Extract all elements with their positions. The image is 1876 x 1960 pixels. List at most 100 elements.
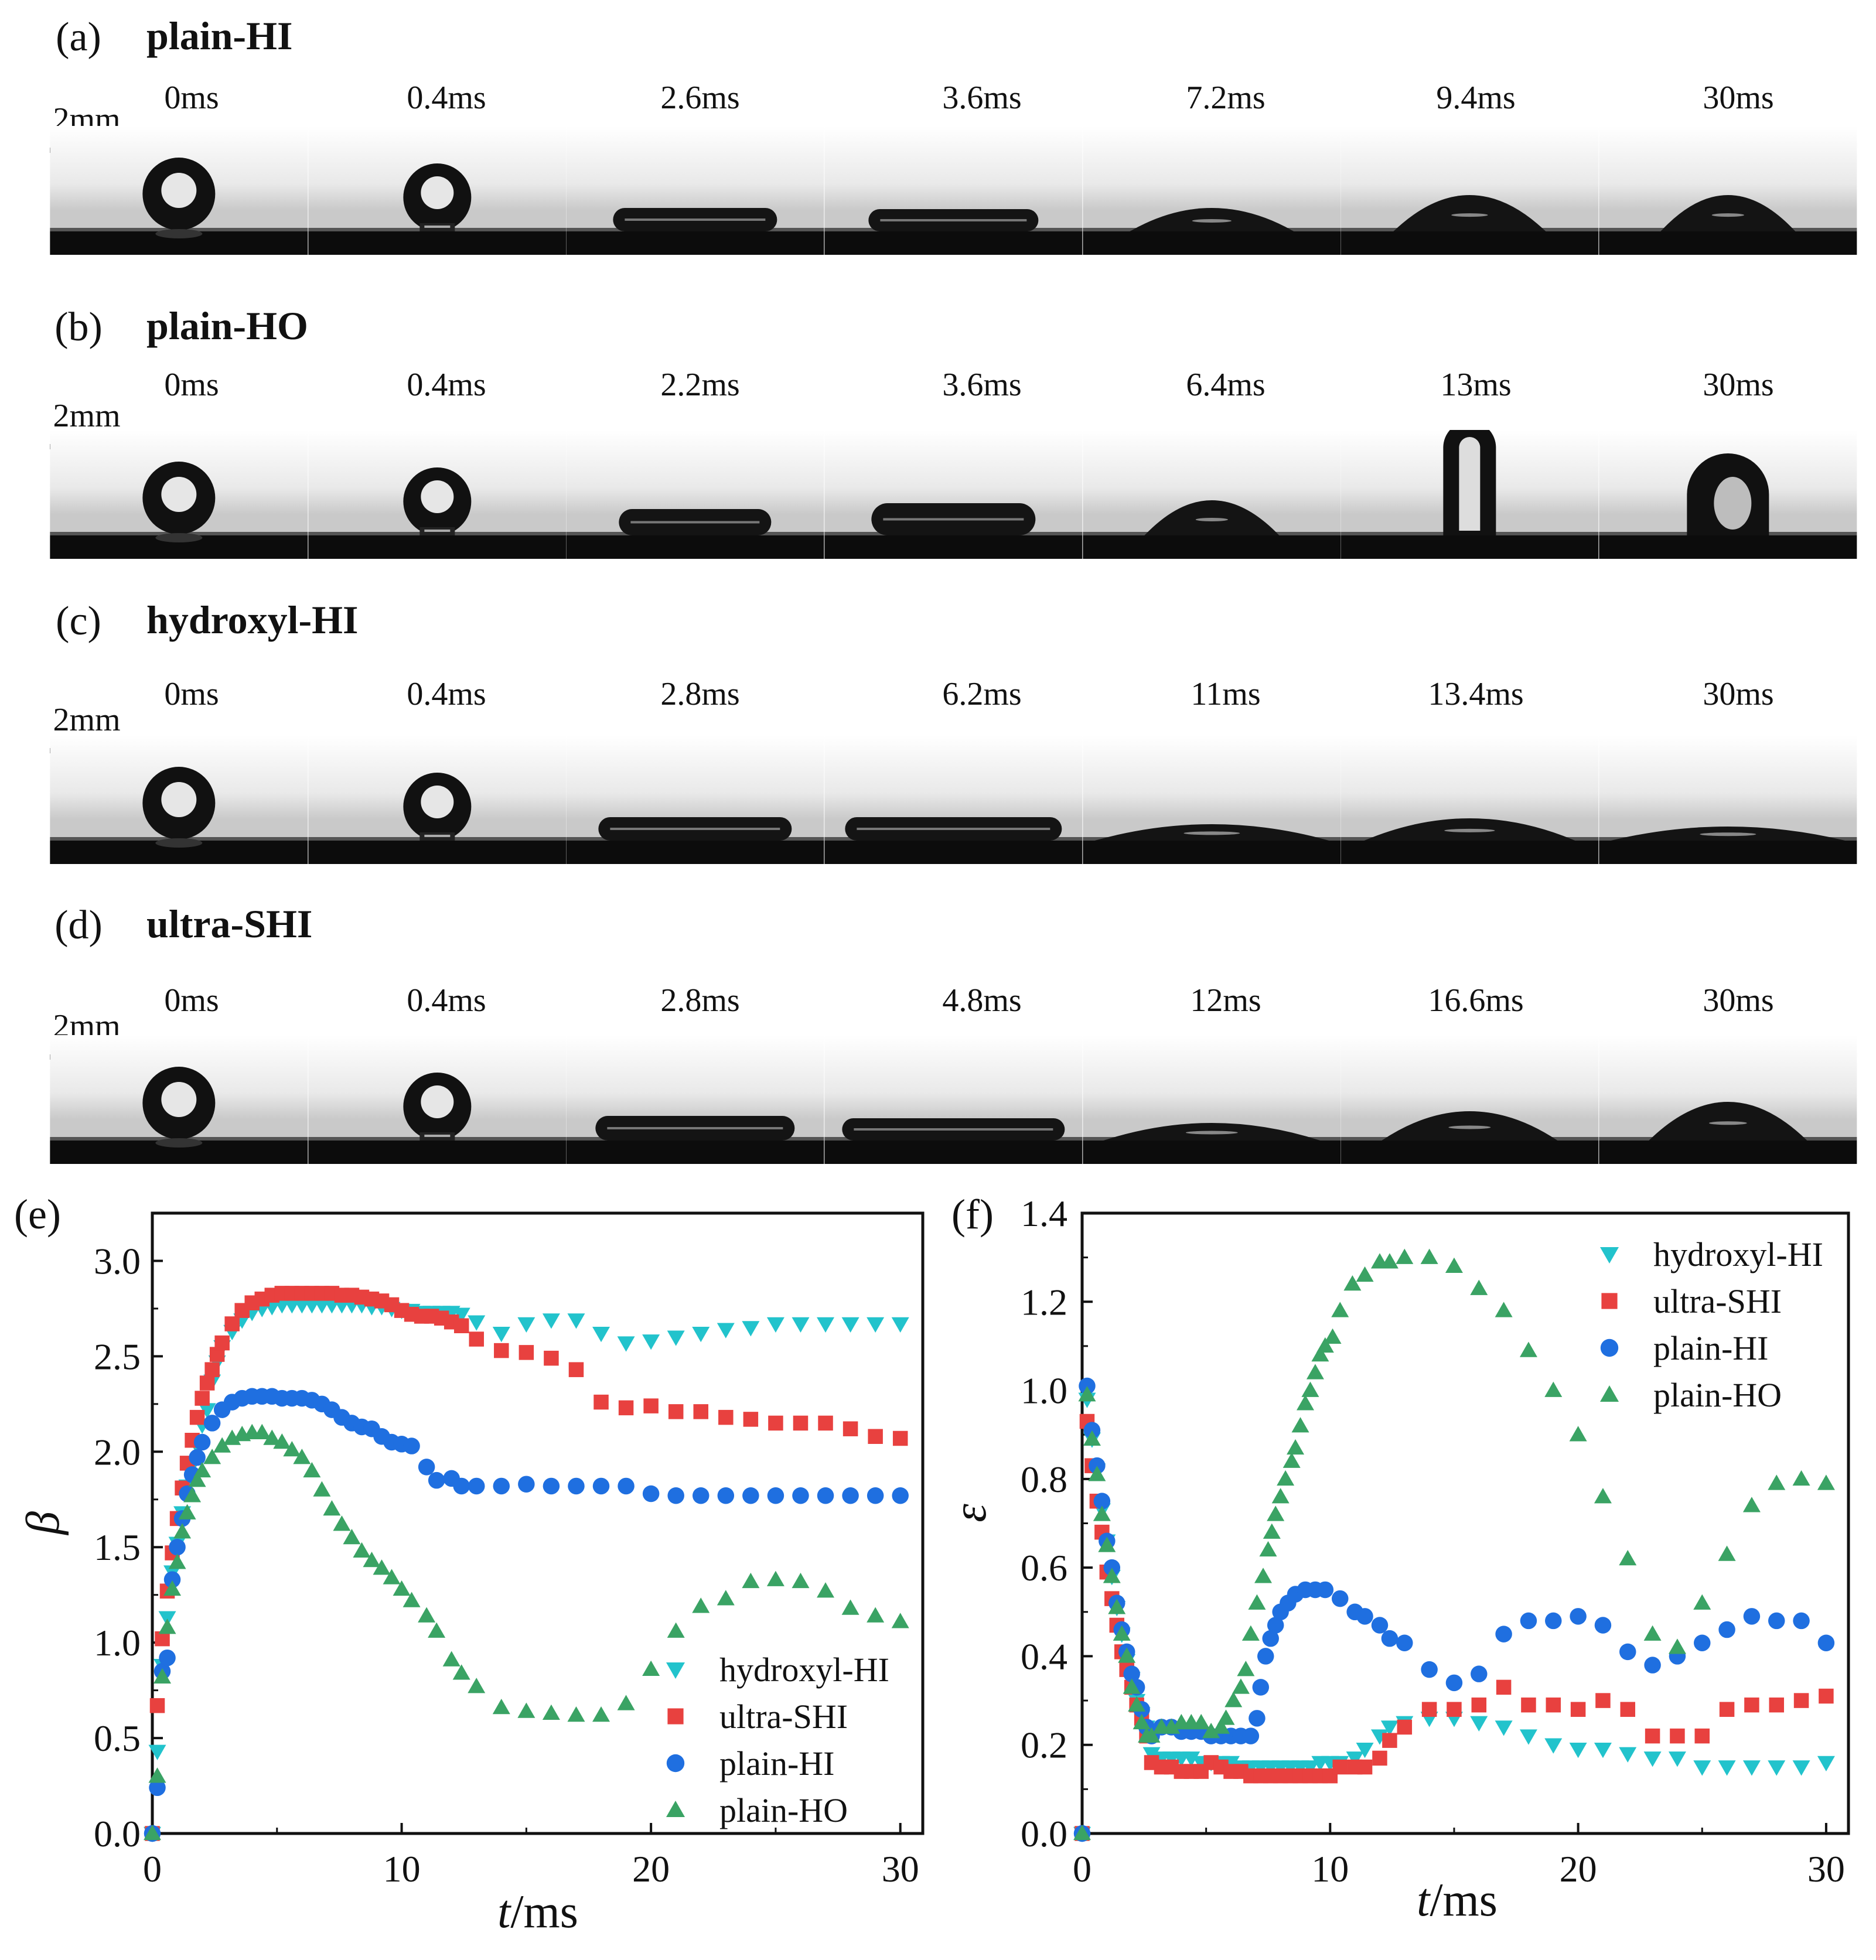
data-point	[343, 1528, 361, 1545]
data-point	[1569, 1426, 1587, 1442]
data-point	[1743, 1608, 1761, 1625]
data-point	[403, 1592, 421, 1607]
data-point	[1083, 1422, 1101, 1439]
data-point	[1447, 1702, 1462, 1717]
data-point	[1311, 1346, 1329, 1362]
data-point	[1162, 1718, 1181, 1734]
x-tick-label: 0	[1073, 1848, 1092, 1890]
panel-title: hydroxyl-HI	[146, 597, 359, 642]
droplet-frame	[1599, 735, 1857, 864]
data-point	[1817, 1474, 1835, 1490]
panel-title: ultra-SHI	[146, 902, 313, 946]
data-point	[195, 1391, 210, 1406]
legend-label: hydroxyl-HI	[1653, 1235, 1823, 1273]
data-point	[158, 1618, 176, 1634]
data-point	[1594, 1488, 1612, 1504]
data-point	[1291, 1417, 1309, 1433]
data-point	[1078, 1386, 1096, 1402]
data-point	[452, 1307, 470, 1323]
data-point	[1495, 1720, 1513, 1736]
data-point	[469, 1331, 484, 1347]
frame-time-label: 0ms	[164, 676, 219, 712]
data-point	[568, 1362, 584, 1377]
data-point	[1331, 1302, 1349, 1317]
y-axis-label: ε	[944, 1504, 996, 1522]
y-tick-label: 0.8	[1021, 1459, 1067, 1500]
data-point	[1769, 1697, 1784, 1713]
data-point	[189, 1449, 206, 1466]
data-point	[393, 1580, 411, 1596]
data-point	[1643, 1625, 1662, 1641]
data-point	[891, 1613, 909, 1628]
frame-time-label: 7.2ms	[1186, 80, 1266, 116]
frame-time-label: 9.4ms	[1436, 80, 1516, 116]
frame-time-label: 13ms	[1440, 367, 1512, 403]
frame-time-label: 30ms	[1703, 367, 1774, 403]
x-tick-label: 0	[143, 1848, 162, 1890]
data-point	[313, 1481, 331, 1497]
data-point	[1357, 1759, 1373, 1775]
data-point	[1519, 1341, 1537, 1357]
data-point	[1396, 1248, 1414, 1264]
data-point	[1248, 1594, 1266, 1610]
data-point	[1380, 1253, 1399, 1269]
data-point	[373, 1559, 391, 1575]
frame-time-label: 0.4ms	[407, 982, 486, 1019]
data-point	[1768, 1474, 1786, 1490]
data-point	[1380, 1720, 1399, 1736]
data-point	[1237, 1661, 1255, 1676]
data-point	[1372, 1750, 1387, 1766]
droplet-frame	[1083, 735, 1341, 864]
data-point	[193, 1462, 212, 1478]
series-plain-HI	[144, 1388, 909, 1842]
legend-entry: hydroxyl-HI	[1600, 1235, 1823, 1273]
legend-marker	[666, 1801, 685, 1817]
data-point	[163, 1580, 182, 1596]
data-point	[617, 1695, 635, 1710]
y-tick-label: 0.6	[1021, 1547, 1067, 1589]
data-point	[692, 1487, 710, 1504]
data-point	[768, 1415, 783, 1431]
frame-time-label: 12ms	[1190, 982, 1261, 1019]
data-point	[273, 1433, 291, 1449]
data-point	[1643, 1751, 1662, 1767]
data-point	[452, 1664, 470, 1680]
y-tick-label: 2.0	[94, 1431, 141, 1473]
data-point	[1271, 1488, 1290, 1504]
data-point	[1212, 1718, 1230, 1734]
data-point	[1098, 1536, 1116, 1552]
data-point	[1619, 1747, 1637, 1763]
data-point	[692, 1597, 710, 1613]
frame-time-label: 0ms	[164, 982, 219, 1019]
frame-time-label: 0ms	[164, 80, 219, 116]
data-point	[1744, 1697, 1759, 1713]
y-tick-label: 1.5	[94, 1527, 141, 1568]
data-point	[517, 1317, 535, 1333]
data-point	[203, 1449, 221, 1464]
data-point	[1470, 1716, 1488, 1732]
data-point	[494, 1343, 509, 1358]
image-strip	[50, 1035, 1857, 1164]
data-point	[1371, 1617, 1389, 1634]
y-tick-label: 3.0	[94, 1240, 141, 1282]
droplet-frame	[824, 126, 1083, 255]
data-point	[1108, 1599, 1126, 1614]
x-tick-label: 20	[1560, 1848, 1597, 1890]
data-point	[169, 1538, 186, 1556]
frame-time-label: 6.2ms	[942, 676, 1022, 712]
data-point	[453, 1477, 470, 1495]
data-point	[817, 1317, 835, 1333]
droplet-frame	[824, 430, 1083, 559]
droplet-frame	[566, 735, 824, 864]
data-point	[1142, 1747, 1161, 1763]
x-axis-label-variable: t	[497, 1886, 511, 1938]
data-point	[519, 1345, 534, 1360]
data-point	[144, 1825, 161, 1841]
droplet-frame	[824, 1035, 1083, 1164]
data-point	[1620, 1702, 1636, 1717]
data-point	[154, 1668, 172, 1684]
droplet-frame	[50, 126, 308, 255]
legend-label: plain-HI	[1653, 1329, 1769, 1367]
data-point	[1262, 1630, 1279, 1647]
data-point	[1142, 1727, 1161, 1743]
